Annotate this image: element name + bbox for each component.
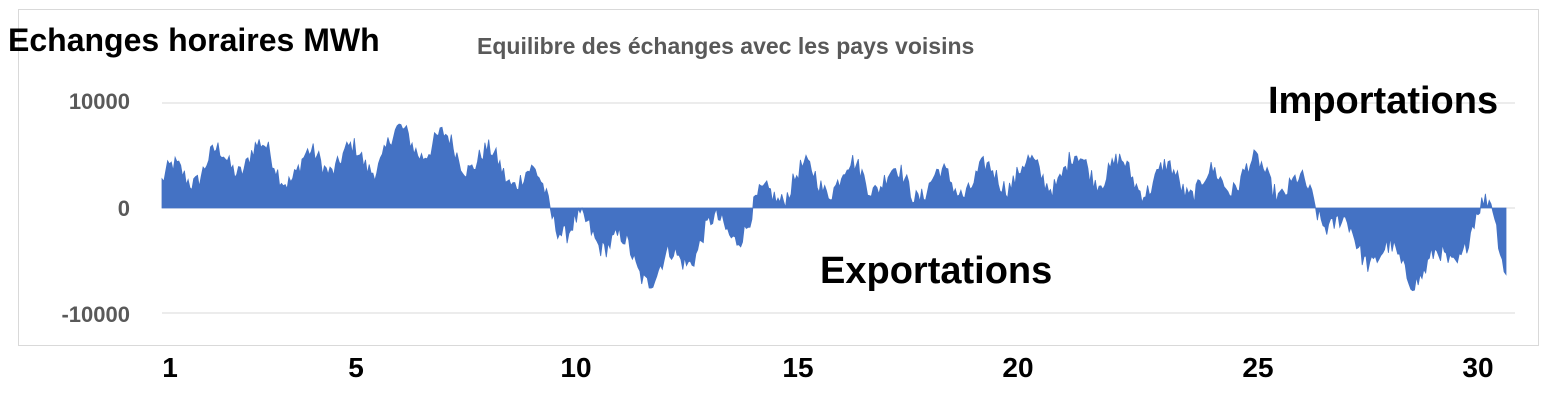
x-tick-label: 10 [560,352,592,383]
x-tick-label: 1 [162,352,178,383]
annotation-importations: Importations [1268,80,1499,122]
chart-frame [18,9,1539,346]
x-tick-label: 5 [348,352,364,383]
x-tick-label: 20 [1002,352,1034,383]
y-tick-label: 10000 [68,89,130,114]
x-tick-label: 15 [782,352,814,383]
chart-subtitle: Equilibre des échanges avec les pays voi… [477,33,975,59]
x-tick-label: 30 [1462,352,1494,383]
y-tick-label: -10000 [61,302,130,327]
chart-title: Echanges horaires MWh [8,22,380,58]
annotation-exportations: Exportations [820,250,1053,292]
exchange-series-area [161,123,1507,292]
y-tick-label: 0 [117,196,130,221]
x-tick-label: 25 [1242,352,1274,383]
